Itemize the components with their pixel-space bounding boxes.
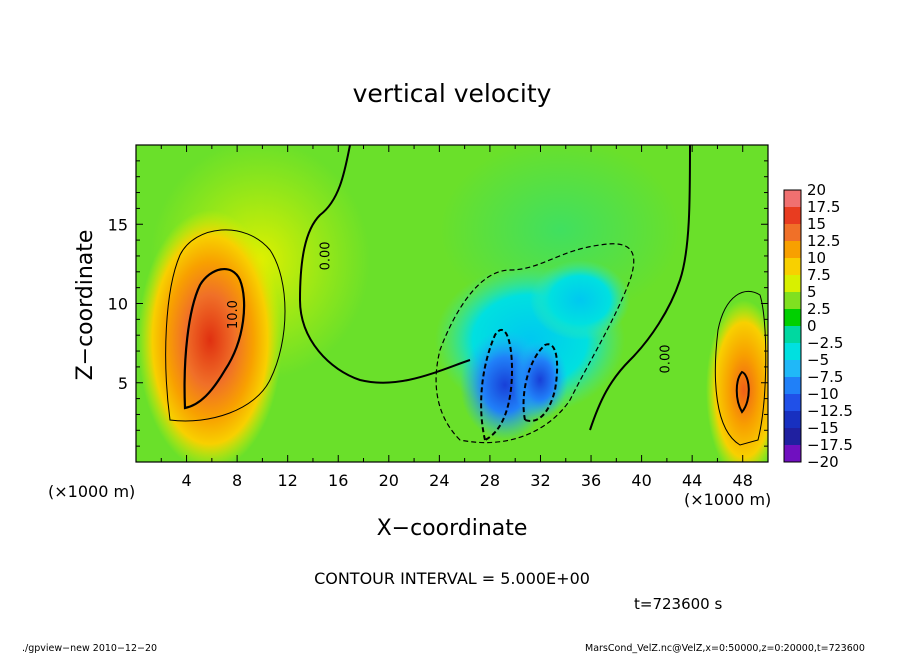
colorbar-swatch [784,309,801,327]
colorbar-swatch [784,411,801,429]
colorbar: 2017.51512.5107.552.50−2.5−5−7.5−10−12.5… [783,181,853,471]
colorbar-swatch [784,377,801,395]
x-tick-label: 16 [328,471,348,490]
colorbar-swatch [784,360,801,378]
y-axis: 5 10 15 [108,160,768,447]
contour-10 [735,370,750,414]
contour-5 [165,229,286,422]
y-tick-label: 15 [108,215,128,234]
x-tick-label: 32 [530,471,550,490]
footer-left: ./gpview−new 2010−12−20 [22,643,157,654]
contour-label: 0.00 [658,344,673,373]
contour-5 [714,290,767,446]
x-tick-label: 40 [631,471,651,490]
colorbar-label: 5 [807,283,817,301]
x-tick-label: 24 [429,471,449,490]
x-unit-right: (×1000 m) [684,490,771,509]
contour-labels: 10.0 0.00 0.00 [226,241,673,373]
x-tick-label: 12 [278,471,298,490]
colorbar-swatch [784,428,801,446]
colorbar-swatch [784,190,801,208]
colorbar-label: −10 [807,385,839,403]
colorbar-label: 7.5 [807,266,831,284]
x-tick-label: 36 [581,471,601,490]
colorbar-label: −2.5 [807,334,843,352]
y-axis-label: Z−coordinate [73,230,98,381]
contour-label: 10.0 [226,300,241,329]
colorbar-swatch [784,275,801,293]
colorbar-label: −12.5 [807,402,853,420]
colorbar-label: −5 [807,351,829,369]
contour-10 [183,268,246,410]
x-tick-label: 44 [682,471,702,490]
footer-right: MarsCond_VelZ.nc@VelZ,x=0:50000,z=0:2000… [585,643,865,654]
colorbar-label: 0 [807,317,817,335]
y-tick-label: 10 [108,295,128,314]
colorbar-swatch [784,445,801,463]
colorbar-label: 17.5 [807,198,840,216]
colorbar-label: 12.5 [807,232,840,250]
x-axis: 4 8 12 16 20 24 28 32 36 40 44 48 [160,145,753,490]
colorbar-swatch [784,343,801,361]
colorbar-swatch [784,224,801,242]
chart-title: vertical velocity [353,79,552,108]
contour-neg10 [480,328,514,442]
colorbar-swatch [784,207,801,225]
contour-lines [165,145,767,446]
x-unit-left: (×1000 m) [48,482,135,501]
contour-neg5 [435,243,635,444]
colorbar-label: 15 [807,215,826,233]
colorbar-label: 10 [807,249,826,267]
x-tick-label: 4 [181,471,191,490]
colorbar-label: 2.5 [807,300,831,318]
colorbar-swatch [784,258,801,276]
zero-contour [298,145,471,384]
x-tick-label: 20 [379,471,399,490]
colorbar-swatch [784,326,801,344]
colorbar-swatch [784,394,801,412]
colorbar-swatch [784,241,801,259]
colorbar-label: −17.5 [807,436,853,454]
colorbar-frame [783,189,802,463]
y-tick-label: 5 [118,374,128,393]
contour-interval: CONTOUR INTERVAL = 5.000E+00 [314,569,590,588]
colorbar-label: 20 [807,181,826,199]
colorbar-swatch [784,292,801,310]
x-tick-label: 28 [480,471,500,490]
time-label: t=723600 s [634,595,722,613]
x-tick-label: 48 [733,471,753,490]
colorbar-label: −15 [807,419,839,437]
colorbar-label: −20 [807,453,839,471]
colorbar-label: −7.5 [807,368,843,386]
x-axis-label: X−coordinate [377,516,528,541]
contour-label: 0.00 [318,241,333,270]
contour-neg10 [522,343,559,422]
x-tick-label: 8 [232,471,242,490]
velocity-field [136,145,768,462]
zero-contour [589,145,691,431]
